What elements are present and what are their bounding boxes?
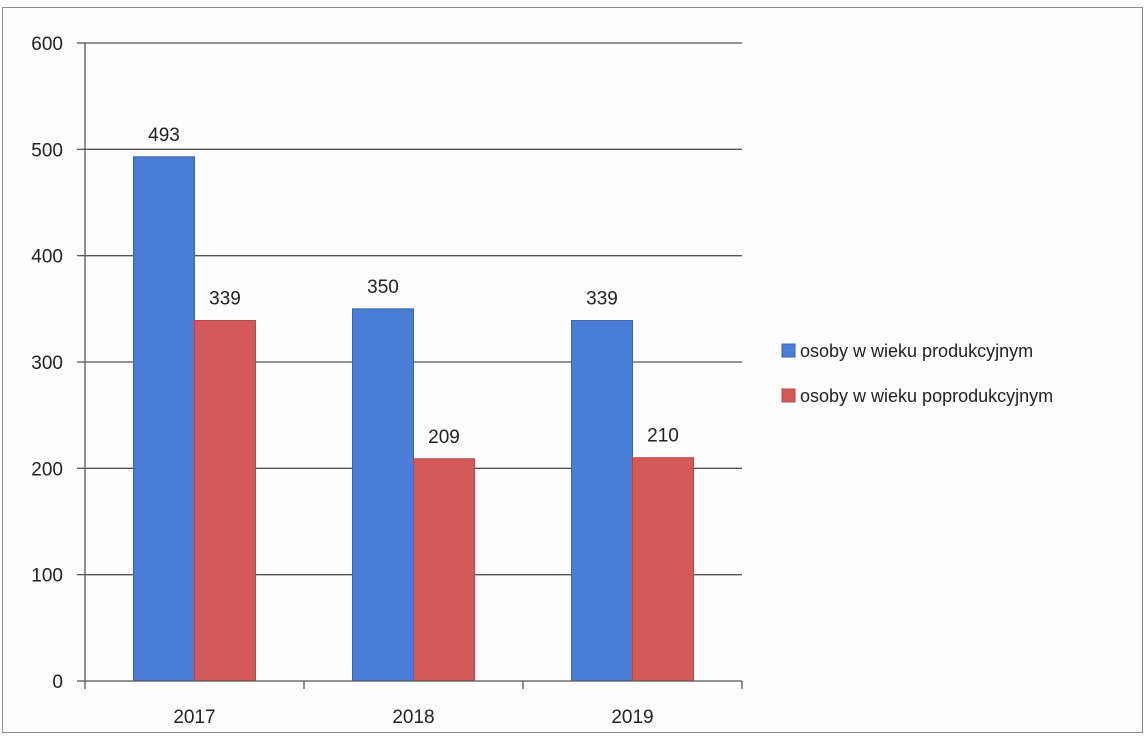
- legend-label: osoby w wieku poprodukcyjnym: [800, 386, 1053, 406]
- data-label: 209: [428, 427, 460, 448]
- y-tick-label: 500: [31, 140, 63, 161]
- legend-label: osoby w wieku produkcyjnym: [800, 341, 1033, 361]
- y-tick-label: 100: [31, 566, 63, 587]
- bar-produkcyjny-2019: [571, 320, 633, 682]
- bar-produkcyjny-2018: [352, 308, 414, 682]
- data-label: 493: [148, 125, 180, 146]
- data-label: 339: [209, 289, 241, 310]
- bar-poprodukcyjny-2017: [194, 320, 256, 682]
- x-tick-label: 2019: [611, 707, 653, 728]
- data-labels: 493 339 350 209 339 210: [148, 125, 679, 448]
- y-tick-label: 300: [31, 353, 63, 374]
- legend: osoby w wieku produkcyjnym osoby w wieku …: [781, 341, 1053, 406]
- x-tick-label: 2018: [392, 707, 434, 728]
- bar-poprodukcyjny-2018: [413, 458, 475, 682]
- y-tick-label: 400: [31, 247, 63, 268]
- bars: [133, 156, 694, 682]
- data-label: 350: [367, 277, 399, 298]
- bar-produkcyjny-2017: [133, 156, 195, 682]
- axes: 0 100 200 300 400 500 600 2017 2018 2019: [31, 34, 743, 728]
- data-label: 210: [647, 426, 679, 447]
- y-tick-label: 0: [52, 672, 63, 693]
- legend-swatch: [781, 388, 796, 403]
- bar-poprodukcyjny-2019: [632, 457, 694, 682]
- x-tick-label: 2017: [173, 707, 215, 728]
- legend-swatch: [781, 343, 796, 358]
- data-label: 339: [586, 289, 618, 310]
- y-tick-label: 600: [31, 34, 63, 55]
- y-tick-label: 200: [31, 459, 63, 480]
